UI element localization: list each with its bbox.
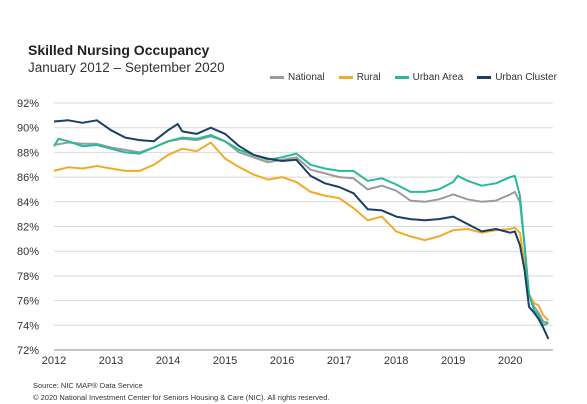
chart-title: Skilled Nursing Occupancy [28,42,210,58]
x-tick-label: 2017 [327,355,351,367]
x-tick-label: 2015 [213,355,237,367]
x-tick-label: 2020 [498,355,522,367]
legend-item-national: National [270,72,325,83]
y-tick-label: 90% [17,123,39,135]
x-tick-label: 2016 [270,355,294,367]
series-line-urban-area [53,134,549,327]
legend-item-rural: Rural [338,72,381,83]
legend-swatch-rural [338,76,353,79]
copyright-note: © 2020 National Investment Center for Se… [33,393,330,402]
legend-swatch-national [270,76,284,79]
legend-swatch-urban-area [394,76,409,79]
y-tick-label: 86% [17,172,39,184]
series-line-rural [53,141,550,322]
legend-item-urban-cluster: Urban Cluster [477,72,557,83]
legend-item-urban-area: Urban Area [394,72,464,83]
y-tick-label: 82% [17,222,39,234]
series-line-urban-cluster [53,119,550,340]
x-tick-label: 2014 [156,355,180,367]
y-tick-label: 78% [17,271,39,283]
y-tick-label: 72% [17,345,39,357]
source-note: Source: NIC MAP® Data Service [33,381,143,390]
x-tick-label: 2013 [99,355,123,367]
legend-swatch-urban-cluster [477,76,492,79]
legend-label-national: National [288,72,325,83]
y-tick-label: 92% [17,98,39,110]
y-tick-label: 84% [17,197,39,209]
x-tick-label: 2018 [384,355,408,367]
y-tick-label: 74% [17,320,39,332]
legend-label-urban-cluster: Urban Cluster [495,72,557,83]
y-tick-label: 88% [17,147,39,159]
chart-subtitle: January 2012 – September 2020 [28,60,225,75]
chart-legend: National Rural Urban Area Urban Cluster [270,72,557,83]
y-tick-label: 76% [17,296,39,308]
legend-label-urban-area: Urban Area [412,72,464,83]
x-tick-label: 2012 [42,355,66,367]
y-tick-label: 80% [17,246,39,258]
x-tick-label: 2019 [441,355,465,367]
legend-label-rural: Rural [356,72,381,83]
